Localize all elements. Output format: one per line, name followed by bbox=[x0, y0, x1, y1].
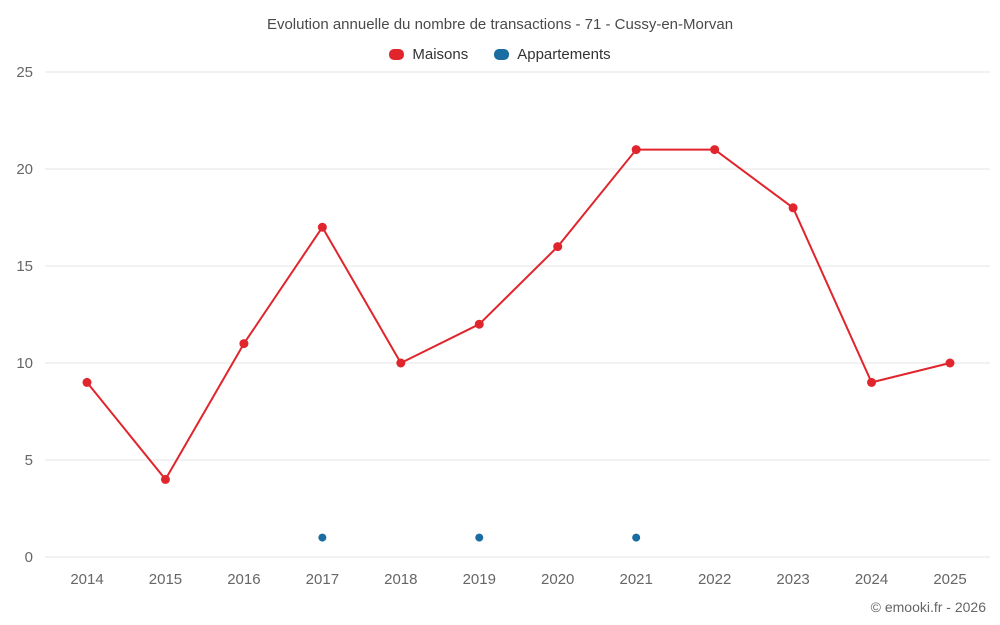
maisons-point bbox=[788, 203, 798, 213]
maisons-point bbox=[945, 358, 955, 368]
legend-item-maisons[interactable]: Maisons bbox=[389, 46, 468, 63]
y-tick-label: 20 bbox=[16, 161, 33, 178]
maisons-point bbox=[82, 377, 92, 387]
x-tick-label: 2022 bbox=[698, 571, 731, 588]
x-tick-label: 2025 bbox=[933, 571, 966, 588]
maisons-point bbox=[867, 377, 877, 387]
maisons-point bbox=[396, 358, 406, 368]
legend-swatch-maisons-icon bbox=[389, 49, 405, 60]
maisons-point bbox=[474, 319, 484, 329]
x-tick-label: 2020 bbox=[541, 571, 574, 588]
legend: Maisons Appartements bbox=[0, 46, 1000, 63]
maisons-point bbox=[710, 145, 720, 155]
y-tick-label: 10 bbox=[16, 355, 33, 372]
x-tick-label: 2021 bbox=[619, 571, 652, 588]
y-tick-label: 15 bbox=[16, 258, 33, 275]
appartements-point bbox=[632, 533, 641, 542]
x-tick-label: 2015 bbox=[149, 571, 182, 588]
maisons-point bbox=[239, 339, 249, 349]
legend-swatch-appartements-icon bbox=[494, 49, 510, 60]
legend-label-appartements: Appartements bbox=[517, 46, 611, 63]
legend-item-appartements[interactable]: Appartements bbox=[494, 46, 611, 63]
appartements-point bbox=[318, 533, 327, 542]
maisons-point bbox=[160, 474, 170, 484]
maisons-point bbox=[553, 242, 563, 252]
x-tick-label: 2017 bbox=[306, 571, 339, 588]
x-tick-label: 2018 bbox=[384, 571, 417, 588]
copyright-footer: © emooki.fr - 2026 bbox=[870, 599, 986, 615]
y-tick-label: 5 bbox=[25, 452, 33, 469]
maisons-point bbox=[317, 222, 327, 232]
x-tick-label: 2014 bbox=[70, 571, 103, 588]
x-tick-label: 2023 bbox=[776, 571, 809, 588]
legend-label-maisons: Maisons bbox=[412, 46, 469, 63]
maisons-point bbox=[631, 145, 641, 155]
chart-title: Evolution annuelle du nombre de transact… bbox=[266, 16, 734, 33]
appartements-point bbox=[475, 533, 484, 542]
x-tick-label: 2024 bbox=[855, 571, 888, 588]
x-tick-label: 2019 bbox=[463, 571, 496, 588]
y-tick-label: 0 bbox=[25, 549, 33, 566]
maisons-line bbox=[86, 148, 951, 481]
x-tick-label: 2016 bbox=[227, 571, 260, 588]
y-tick-label: 25 bbox=[16, 64, 33, 81]
